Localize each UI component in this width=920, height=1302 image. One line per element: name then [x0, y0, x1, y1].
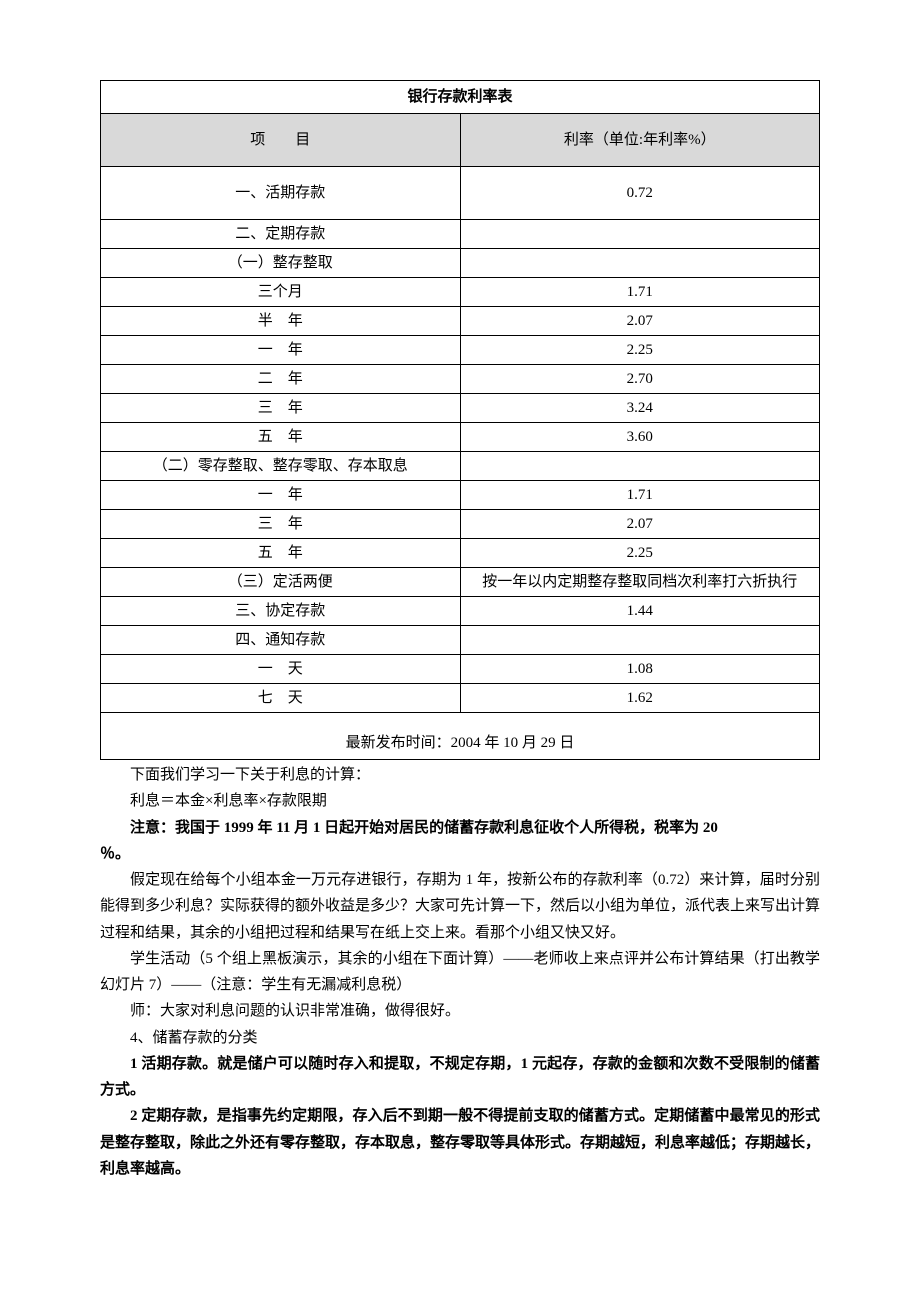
row-value: 2.07 — [460, 307, 820, 336]
table-row: 二、定期存款 — [101, 220, 820, 249]
row-label: 五 年 — [101, 539, 461, 568]
table-title: 银行存款利率表 — [101, 81, 820, 114]
table-row: 一 天1.08 — [101, 655, 820, 684]
table-row: 三、协定存款1.44 — [101, 597, 820, 626]
bank-rate-table: 银行存款利率表项 目利率（单位:年利率%）一、活期存款0.72二、定期存款（一）… — [100, 80, 820, 760]
row-value: 2.70 — [460, 365, 820, 394]
table-row: 四、通知存款 — [101, 626, 820, 655]
table-row: 一 年2.25 — [101, 336, 820, 365]
table-row: 一 年1.71 — [101, 481, 820, 510]
row-value: 按一年以内定期整存整取同档次利率打六折执行 — [460, 568, 820, 597]
table-row: 五 年2.25 — [101, 539, 820, 568]
row-value: 1.71 — [460, 278, 820, 307]
table-row: （三）定活两便按一年以内定期整存整取同档次利率打六折执行 — [101, 568, 820, 597]
row-value: 1.44 — [460, 597, 820, 626]
row-value: 1.62 — [460, 684, 820, 713]
paragraph-demand-deposit: 1 活期存款。就是储户可以随时存入和提取，不规定存期，1 元起存，存款的金额和次… — [100, 1051, 820, 1104]
table-row: 三 年3.24 — [101, 394, 820, 423]
table-row: 三个月1.71 — [101, 278, 820, 307]
paragraph-teacher: 师：大家对利息问题的认识非常准确，做得很好。 — [100, 998, 820, 1024]
row-value: 1.08 — [460, 655, 820, 684]
table-caption: 最新发布时间：2004 年 10 月 29 日 — [101, 713, 820, 760]
table-header-rate: 利率（单位:年利率%） — [460, 114, 820, 167]
row-label: 一 年 — [101, 481, 461, 510]
table-row: （二）零存整取、整存零取、存本取息 — [101, 452, 820, 481]
table-header-item: 项 目 — [101, 114, 461, 167]
row-value — [460, 220, 820, 249]
row-value: 2.25 — [460, 336, 820, 365]
paragraph-exercise: 假定现在给每个小组本金一万元存进银行，存期为 1 年，按新公布的存款利率（0.7… — [100, 867, 820, 946]
row-label: 七 天 — [101, 684, 461, 713]
row-label: 一 天 — [101, 655, 461, 684]
row-value: 3.60 — [460, 423, 820, 452]
row-value: 2.25 — [460, 539, 820, 568]
row-value: 1.71 — [460, 481, 820, 510]
row-value — [460, 452, 820, 481]
row-label: （二）零存整取、整存零取、存本取息 — [101, 452, 461, 481]
paragraph-section4: 4、储蓄存款的分类 — [100, 1025, 820, 1051]
paragraph-time-deposit: 2 定期存款，是指事先约定期限，存入后不到期一般不得提前支取的储蓄方式。定期储蓄… — [100, 1103, 820, 1182]
table-row: 五 年3.60 — [101, 423, 820, 452]
row-value: 0.72 — [460, 167, 820, 220]
row-label: 半 年 — [101, 307, 461, 336]
paragraph-note-line2: ％。 — [100, 841, 820, 867]
row-label: 四、通知存款 — [101, 626, 461, 655]
row-label: （三）定活两便 — [101, 568, 461, 597]
table-row: 半 年2.07 — [101, 307, 820, 336]
row-label: 三个月 — [101, 278, 461, 307]
row-value: 2.07 — [460, 510, 820, 539]
paragraph-activity: 学生活动（5 个组上黑板演示，其余的小组在下面计算）——老师收上来点评并公布计算… — [100, 946, 820, 999]
row-label: 三 年 — [101, 394, 461, 423]
row-label: 五 年 — [101, 423, 461, 452]
table-row: 七 天1.62 — [101, 684, 820, 713]
row-label: 三 年 — [101, 510, 461, 539]
paragraph-formula: 利息＝本金×利息率×存款限期 — [100, 788, 820, 814]
paragraph-intro: 下面我们学习一下关于利息的计算： — [100, 762, 820, 788]
row-label: 三、协定存款 — [101, 597, 461, 626]
paragraph-note-line1: 注意：我国于 1999 年 11 月 1 日起开始对居民的储蓄存款利息征收个人所… — [100, 815, 820, 841]
row-value — [460, 249, 820, 278]
row-value — [460, 626, 820, 655]
row-label: 二、定期存款 — [101, 220, 461, 249]
row-value: 3.24 — [460, 394, 820, 423]
table-row: 二 年2.70 — [101, 365, 820, 394]
table-row: 一、活期存款0.72 — [101, 167, 820, 220]
row-label: （一）整存整取 — [101, 249, 461, 278]
row-label: 二 年 — [101, 365, 461, 394]
table-row: 三 年2.07 — [101, 510, 820, 539]
table-row: （一）整存整取 — [101, 249, 820, 278]
row-label: 一 年 — [101, 336, 461, 365]
row-label: 一、活期存款 — [101, 167, 461, 220]
table-body: 银行存款利率表项 目利率（单位:年利率%）一、活期存款0.72二、定期存款（一）… — [101, 81, 820, 760]
